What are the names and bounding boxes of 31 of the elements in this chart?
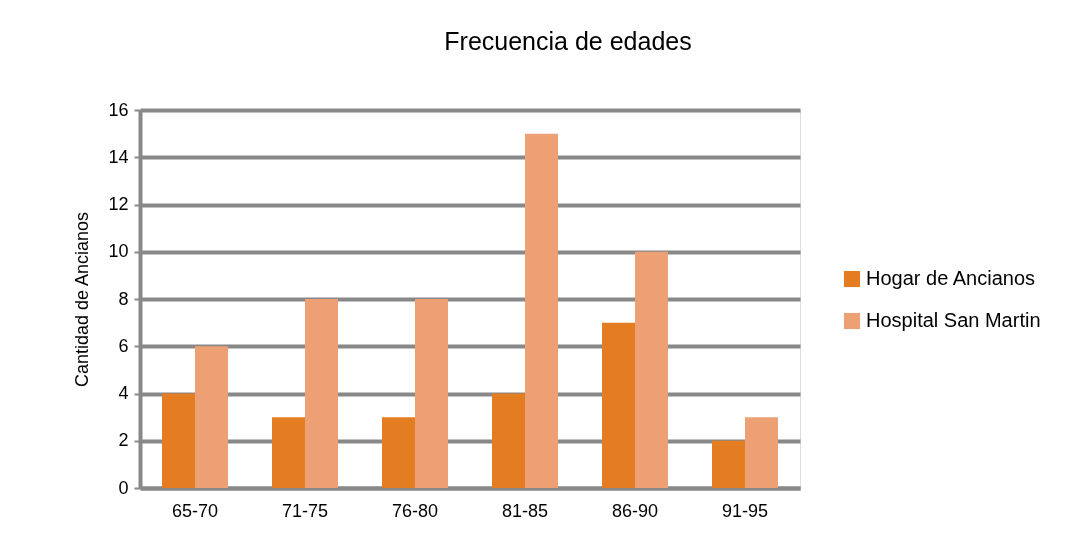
y-tick-label: 14 [108,146,129,167]
chart-title: Frecuencia de edades [444,27,692,55]
y-tick-label: 2 [118,430,129,451]
y-axis-title: Cantidad de Ancianos [72,211,93,388]
y-tick-label: 6 [118,335,129,356]
x-tick-label: 81-85 [501,500,549,521]
bar [602,322,635,488]
bar [492,393,525,488]
bar [305,299,338,488]
y-tick-label: 16 [108,99,129,120]
y-tick-label: 4 [118,383,129,403]
y-tick-label: 12 [108,194,129,214]
bar [712,440,745,488]
x-tick-label: 91-95 [721,500,769,521]
bar [162,393,195,488]
y-tick-label: 0 [118,477,129,498]
bar [415,299,448,488]
x-tick-label: 65-70 [171,500,219,521]
x-tick-label: 71-75 [281,500,329,521]
bar [272,417,305,488]
legend-label: Hospital San Martin [866,309,1041,331]
bar [382,417,415,488]
legend-label: Hogar de Ancianos [866,267,1036,289]
bar [635,251,668,488]
bar [745,417,778,488]
bar [525,133,558,488]
y-tick-label: 8 [118,288,129,309]
x-tick-label: 86-90 [611,500,659,521]
bar [195,346,228,488]
x-tick-label: 76-80 [391,500,439,521]
y-tick-label: 10 [108,241,129,262]
